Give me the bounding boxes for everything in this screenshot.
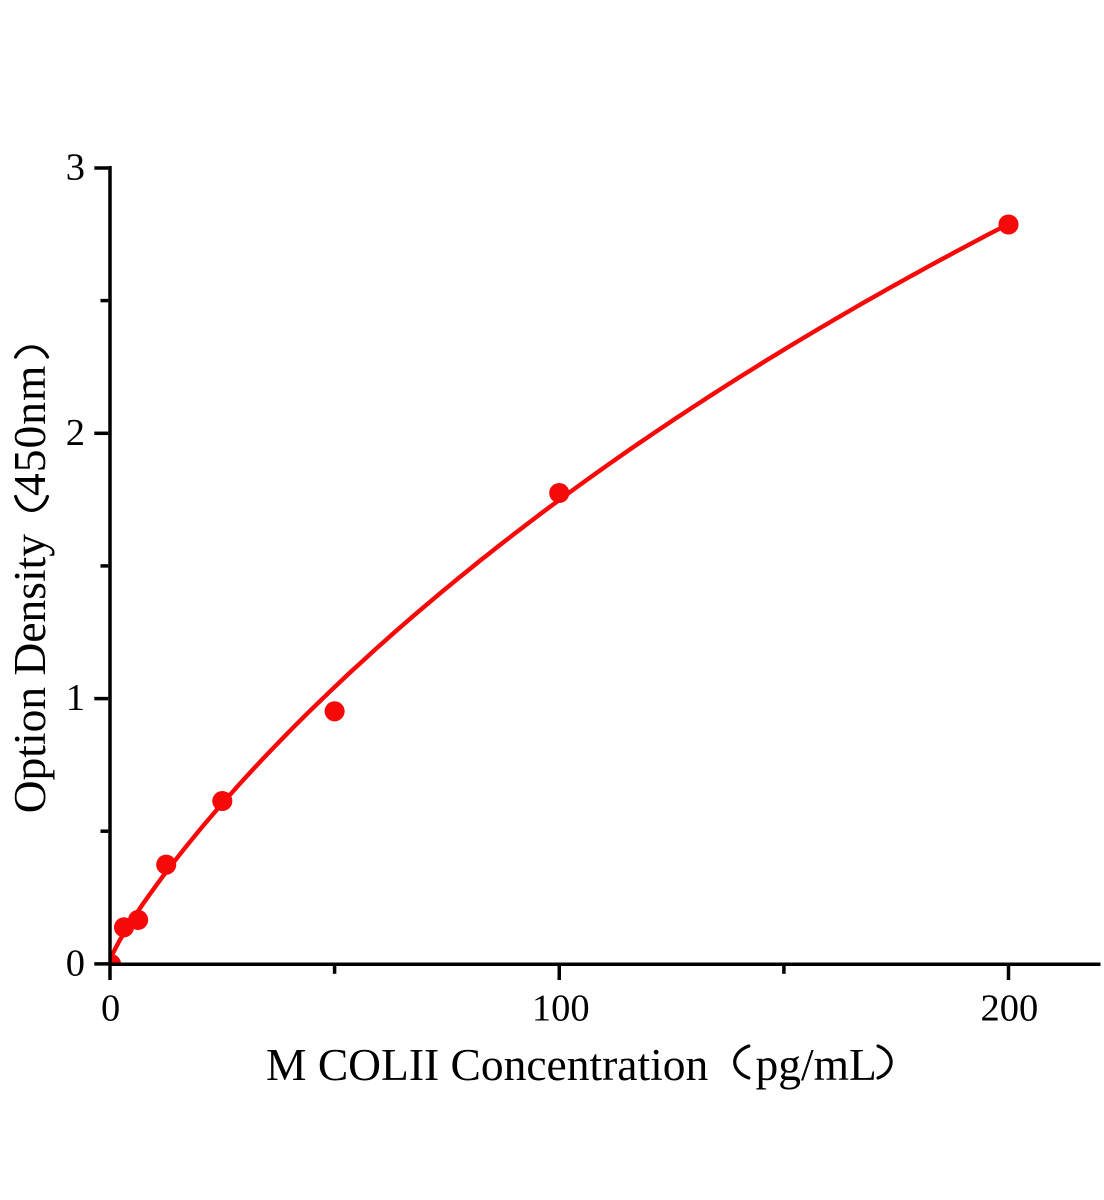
svg-text:200: 200 xyxy=(981,988,1039,1030)
svg-text:2: 2 xyxy=(66,412,85,454)
svg-text:0: 0 xyxy=(101,988,120,1030)
svg-text:1: 1 xyxy=(66,677,85,719)
svg-text:3: 3 xyxy=(66,147,85,189)
svg-text:100: 100 xyxy=(532,988,590,1030)
svg-text:pg/mL: pg/mL xyxy=(756,1039,877,1090)
svg-text:Option Density: Option Density xyxy=(4,534,55,814)
svg-text:450nm: 450nm xyxy=(4,365,55,496)
svg-text:0: 0 xyxy=(66,942,85,984)
svg-text:M COLII Concentration: M COLII Concentration xyxy=(266,1039,709,1090)
